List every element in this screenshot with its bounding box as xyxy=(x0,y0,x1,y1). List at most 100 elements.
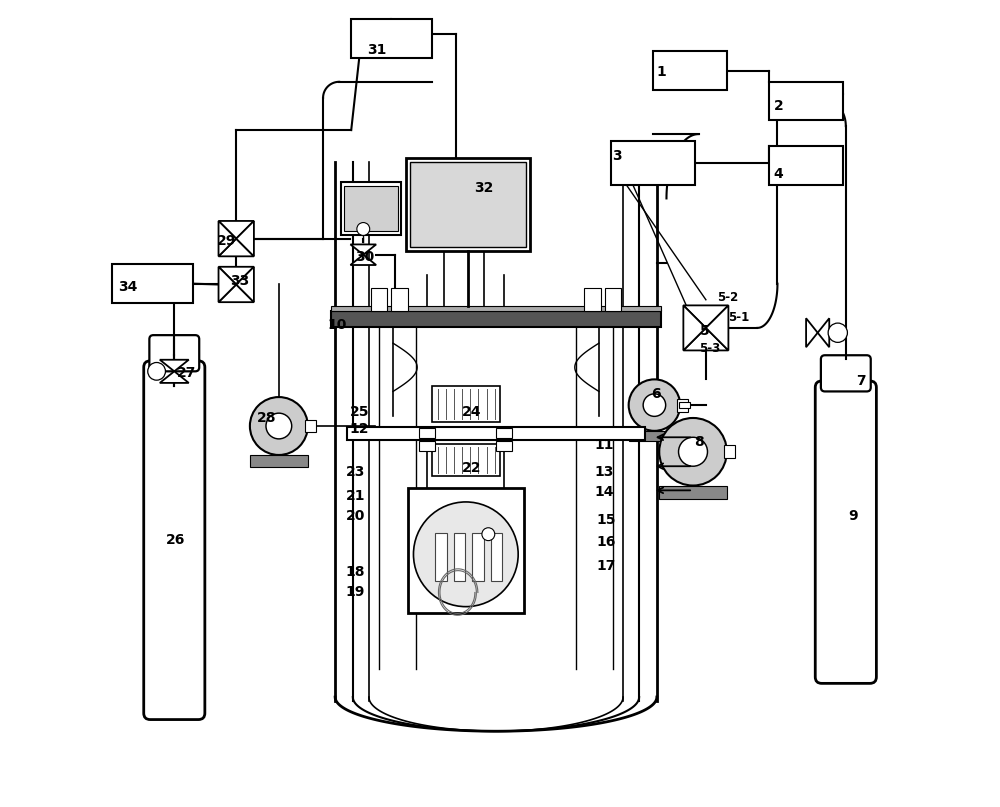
Polygon shape xyxy=(219,267,254,285)
Bar xyxy=(491,533,502,581)
Text: 31: 31 xyxy=(367,43,387,56)
Polygon shape xyxy=(219,267,236,302)
Bar xyxy=(605,288,621,311)
FancyBboxPatch shape xyxy=(149,335,199,371)
Text: 5-3: 5-3 xyxy=(699,342,721,355)
Text: 14: 14 xyxy=(595,485,614,499)
Bar xyxy=(371,288,387,311)
Text: 5-2: 5-2 xyxy=(717,291,738,304)
Circle shape xyxy=(659,418,727,486)
Bar xyxy=(769,82,843,120)
Text: 23: 23 xyxy=(346,465,365,479)
Bar xyxy=(677,399,688,412)
Text: 10: 10 xyxy=(327,318,346,332)
Bar xyxy=(629,431,680,441)
Bar xyxy=(112,265,193,303)
Text: 26: 26 xyxy=(166,533,186,547)
FancyBboxPatch shape xyxy=(815,381,876,684)
Text: 16: 16 xyxy=(597,535,616,549)
Bar xyxy=(410,162,526,247)
Text: 1: 1 xyxy=(657,65,667,79)
Circle shape xyxy=(148,362,165,380)
Circle shape xyxy=(679,437,707,466)
Bar xyxy=(472,533,484,581)
Text: 7: 7 xyxy=(856,374,866,388)
Bar xyxy=(351,19,432,57)
Text: 20: 20 xyxy=(346,509,365,523)
Bar xyxy=(408,488,524,613)
Text: 33: 33 xyxy=(231,274,250,288)
Polygon shape xyxy=(219,239,254,257)
Circle shape xyxy=(413,502,518,607)
Text: 17: 17 xyxy=(597,559,616,573)
Bar xyxy=(341,182,401,235)
Circle shape xyxy=(357,223,370,236)
Bar xyxy=(419,429,435,438)
Polygon shape xyxy=(683,328,728,350)
Polygon shape xyxy=(160,360,189,371)
Text: 12: 12 xyxy=(350,422,369,437)
Bar xyxy=(454,533,465,581)
Polygon shape xyxy=(706,305,728,350)
Bar xyxy=(344,186,398,232)
Polygon shape xyxy=(219,221,236,257)
Text: 18: 18 xyxy=(346,566,365,579)
Text: 32: 32 xyxy=(474,181,494,195)
Bar xyxy=(611,140,695,185)
Text: 29: 29 xyxy=(217,234,236,248)
Bar xyxy=(584,288,601,311)
Bar xyxy=(432,386,500,422)
Text: 34: 34 xyxy=(118,280,137,294)
Text: 28: 28 xyxy=(257,411,277,425)
Text: 27: 27 xyxy=(177,366,196,380)
FancyBboxPatch shape xyxy=(821,355,871,391)
Bar xyxy=(250,455,308,466)
Text: 2: 2 xyxy=(773,99,783,113)
Polygon shape xyxy=(219,285,254,302)
Text: 8: 8 xyxy=(695,435,704,449)
Circle shape xyxy=(643,394,666,416)
Bar xyxy=(419,441,435,451)
Polygon shape xyxy=(350,245,376,255)
Polygon shape xyxy=(683,305,706,350)
Text: 25: 25 xyxy=(350,404,369,419)
Polygon shape xyxy=(350,255,376,265)
Text: 13: 13 xyxy=(595,465,614,479)
Text: 6: 6 xyxy=(651,387,661,401)
Bar xyxy=(724,445,735,458)
Polygon shape xyxy=(236,221,254,257)
Text: 9: 9 xyxy=(848,509,858,523)
Text: 3: 3 xyxy=(613,148,622,163)
Bar xyxy=(347,427,645,440)
Bar xyxy=(496,429,512,438)
Bar xyxy=(331,311,661,327)
Bar xyxy=(406,158,530,251)
Bar xyxy=(496,441,512,451)
Circle shape xyxy=(629,379,680,431)
Bar xyxy=(305,420,316,433)
Polygon shape xyxy=(160,371,189,383)
Text: 5: 5 xyxy=(699,324,709,338)
FancyBboxPatch shape xyxy=(144,361,205,720)
Bar xyxy=(769,146,843,185)
Circle shape xyxy=(250,397,308,455)
Text: 15: 15 xyxy=(597,513,616,527)
Circle shape xyxy=(482,528,495,541)
Circle shape xyxy=(266,413,292,439)
Bar xyxy=(679,402,690,408)
Text: 30: 30 xyxy=(355,250,374,264)
Bar xyxy=(432,444,500,476)
Text: 11: 11 xyxy=(595,438,614,452)
Bar xyxy=(659,486,727,499)
Text: 19: 19 xyxy=(346,586,365,600)
Bar xyxy=(331,306,661,311)
Polygon shape xyxy=(806,318,818,347)
Polygon shape xyxy=(818,318,829,347)
Circle shape xyxy=(828,323,847,342)
Bar xyxy=(435,533,447,581)
Bar xyxy=(391,288,408,311)
Polygon shape xyxy=(236,267,254,302)
Polygon shape xyxy=(683,305,728,328)
Text: 5-1: 5-1 xyxy=(728,311,749,324)
Text: 22: 22 xyxy=(461,461,481,475)
